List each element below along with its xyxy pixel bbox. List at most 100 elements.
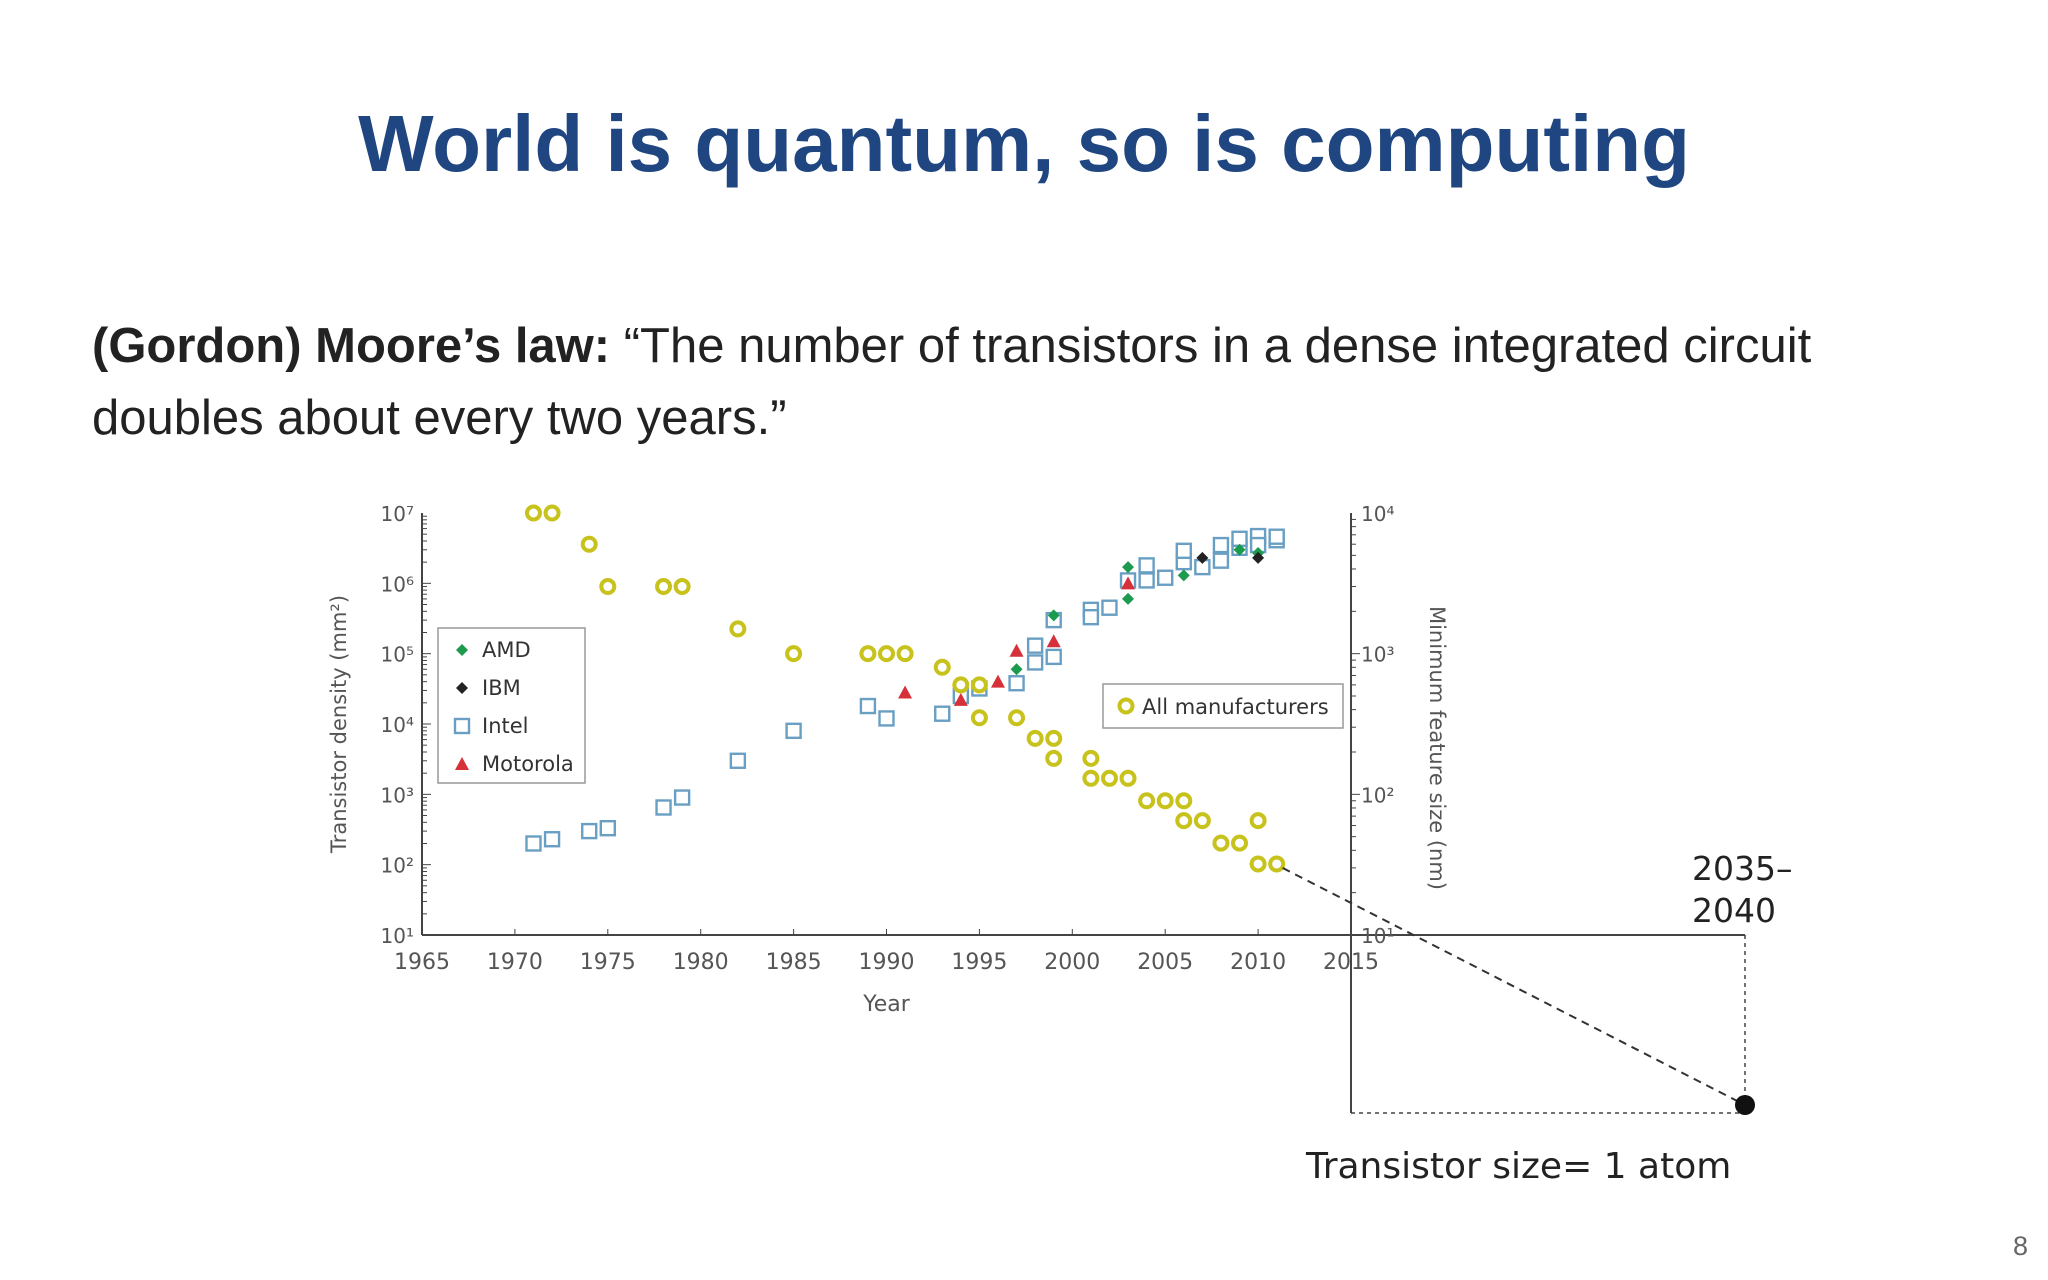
point-intel — [1026, 654, 1044, 671]
point-intel — [543, 831, 561, 848]
legend-label-amd: AMD — [482, 638, 531, 662]
legend-label-intel: Intel — [482, 714, 529, 738]
point-all-manufacturers-ring — [859, 645, 877, 663]
point-all-manufacturers-ring — [599, 578, 617, 596]
point-intel — [599, 819, 616, 837]
point-all-manufacturers-ring — [1156, 792, 1174, 810]
point-all-manufacturers-ring — [580, 535, 598, 553]
chart-layer: 10¹ 10² 10³ 10⁴ 10⁵ 10⁶ 10⁷ 10¹ 10² 10³ 10⁴ 1965 197… — [327, 502, 1792, 1187]
point-all-manufacturers-ring — [524, 504, 542, 522]
x-tick-label: 2005 — [1137, 950, 1193, 975]
point-intel — [1082, 608, 1100, 626]
point-all-manufacturers-ring — [1175, 812, 1193, 830]
point-motorola — [1009, 643, 1024, 657]
x-tick-label: 2000 — [1044, 950, 1100, 975]
point-amd — [1047, 609, 1060, 622]
point-all-manufacturers-ring — [970, 709, 988, 727]
y-tick-label: 10¹ — [381, 924, 414, 948]
point-all-manufacturers-ring — [1249, 855, 1267, 873]
point-ibm — [1196, 551, 1209, 564]
y-tick-label: 10² — [381, 854, 414, 878]
point-all-manufacturers-ring — [1175, 792, 1193, 810]
point-all-manufacturers-ring — [1045, 749, 1063, 767]
point-intel — [785, 722, 802, 740]
x-axis-title: Year — [862, 992, 911, 1017]
point-intel — [1156, 569, 1174, 586]
point-intel — [859, 697, 877, 715]
point-motorola — [990, 674, 1005, 688]
point-intel — [1026, 637, 1044, 654]
point-all-manufacturers-ring — [933, 658, 951, 676]
y-tick-label: 10⁷ — [381, 502, 414, 526]
point-intel — [729, 752, 747, 769]
legend-right-box — [1102, 683, 1344, 729]
legend-label-ibm: IBM — [482, 676, 521, 700]
point-all-manufacturers-ring — [1008, 709, 1026, 727]
legend-marker-intel — [453, 717, 471, 735]
point-amd — [1177, 569, 1190, 582]
point-all-manufacturers-ring — [543, 504, 561, 522]
point-intel — [1138, 557, 1155, 574]
point-amd — [1122, 592, 1135, 605]
point-all-manufacturers-ring — [896, 645, 914, 663]
point-intel — [655, 799, 672, 816]
point-amd — [1233, 543, 1246, 556]
point-intel — [1212, 536, 1230, 554]
point-all-manufacturers-ring — [673, 578, 691, 596]
point-intel — [1212, 552, 1230, 569]
point-all-manufacturers-ring — [729, 620, 747, 638]
point-motorola — [953, 692, 968, 706]
point-intel — [1008, 675, 1025, 692]
x-tick-label: 1995 — [951, 950, 1007, 975]
point-intel — [1231, 530, 1248, 547]
slide-title: World is quantum, so is computing — [358, 99, 1690, 188]
legend-label-motorola: Motorola — [482, 752, 574, 776]
point-intel — [878, 710, 895, 727]
point-all-manufacturers-ring — [785, 645, 803, 663]
point-all-manufacturers-ring — [1026, 729, 1044, 747]
projection-year-line1: 2035– — [1692, 849, 1792, 888]
y2-tick-label: 10² — [1361, 783, 1394, 807]
x-tick-label: 2015 — [1323, 950, 1379, 975]
point-intel — [1101, 599, 1118, 616]
legend-marker-all-manufacturers-ring — [1117, 697, 1135, 715]
y-tick-label: 10³ — [381, 783, 414, 807]
point-motorola — [1121, 576, 1136, 590]
point-all-manufacturers-ring — [1082, 749, 1100, 767]
point-motorola — [898, 685, 913, 699]
point-all-manufacturers-ring — [1119, 769, 1137, 787]
point-all-manufacturers-ring — [878, 645, 895, 663]
point-all-manufacturers-ring — [1100, 769, 1118, 787]
point-all-manufacturers-ring — [1138, 792, 1156, 810]
point-intel — [1138, 572, 1155, 589]
y-tick-label: 10⁵ — [381, 643, 414, 667]
page-number: 8 — [2012, 1231, 2028, 1261]
x-tick-label: 1980 — [673, 950, 729, 975]
point-all-manufacturers-ring — [1231, 834, 1249, 852]
one-atom-dot — [1735, 1095, 1755, 1115]
point-intel — [525, 835, 542, 852]
point-intel — [581, 822, 598, 840]
body-quote: “The number of transistors in a dense in… — [92, 319, 1812, 445]
y-tick-label: 10⁶ — [381, 572, 414, 596]
point-amd — [1010, 663, 1023, 676]
point-intel — [1045, 648, 1062, 666]
x-tick-label: 1965 — [394, 950, 450, 975]
y2-tick-label: 10¹ — [1361, 924, 1394, 948]
point-amd — [1122, 561, 1135, 574]
point-all-manufacturers-ring — [1193, 812, 1211, 830]
point-all-manufacturers-ring — [1268, 855, 1286, 873]
x-tick-label: 1975 — [580, 950, 636, 975]
x-tick-label: 1985 — [766, 950, 822, 975]
x-tick-label: 1990 — [859, 950, 915, 975]
point-all-manufacturers-ring — [655, 578, 673, 596]
legend-label-all-manufacturers: All manufacturers — [1142, 695, 1329, 719]
legend-marker-amd — [456, 644, 468, 656]
y-axis-title: Transistor density (mm²) — [327, 595, 351, 854]
projection-year-line2: 2040 — [1692, 891, 1776, 930]
point-all-manufacturers-ring — [970, 676, 988, 694]
point-ibm — [1252, 551, 1265, 564]
y-tick-label: 10⁴ — [381, 713, 414, 737]
point-motorola — [1046, 634, 1061, 648]
